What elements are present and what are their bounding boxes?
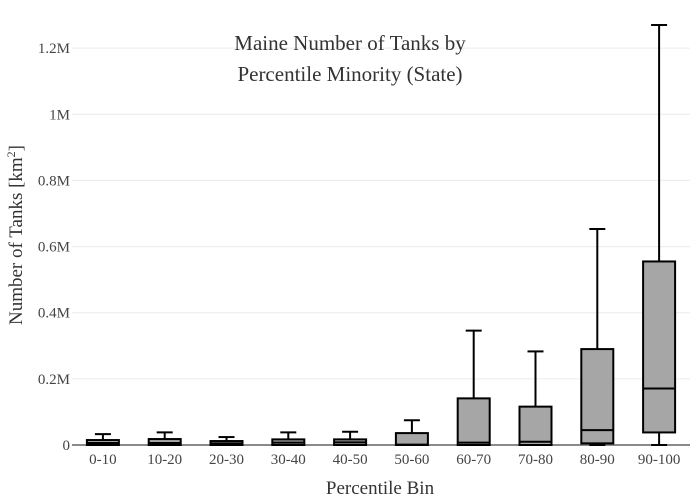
x-axis-title: Percentile Bin (326, 478, 435, 499)
x-tick-label: 20-30 (209, 452, 244, 468)
y-axis-title-main: Number of Tanks [km (6, 157, 27, 325)
y-tick-label: 1M (49, 107, 70, 123)
y-tick-label: 0.4M (38, 306, 70, 322)
box-90-100 (642, 24, 677, 446)
y-tick-label: 0 (63, 438, 71, 454)
x-tick-label: 70-80 (518, 452, 553, 468)
y-tick-label: 0.8M (38, 173, 70, 189)
box-20-30 (209, 436, 244, 446)
boxes (85, 24, 677, 447)
x-tick-label: 60-70 (456, 452, 491, 468)
box-60-70 (456, 329, 491, 447)
y-axis-title-close: ] (6, 145, 27, 151)
box-80-90 (580, 228, 615, 446)
x-tick-labels: 0-10 10-20 20-30 30-40 40-50 50-60 60-70 70-80 8… (89, 452, 680, 468)
box-40-50 (333, 430, 368, 447)
y-tick-labels: 0 0.2M 0.4M 0.6M 0.8M 1M 1.2M (38, 41, 70, 454)
y-axis-title-superscript: 2 (4, 151, 18, 157)
interquartile-box (518, 405, 553, 446)
y-tick-label: 1.2M (38, 41, 70, 57)
x-tick-label: 10-20 (147, 452, 182, 468)
x-tick-label: 30-40 (271, 452, 306, 468)
interquartile-box (394, 432, 429, 446)
x-tick-label: 40-50 (333, 452, 368, 468)
interquartile-box (456, 397, 491, 447)
chart-title-line-1: Maine Number of Tanks by (234, 31, 466, 55)
chart-title-line-2: Percentile Minority (State) (237, 62, 462, 86)
x-tick-label: 0-10 (89, 452, 117, 468)
gridlines (72, 47, 690, 446)
interquartile-box (580, 348, 615, 445)
x-tick-label: 80-90 (580, 452, 615, 468)
box-10-20 (147, 431, 182, 446)
x-tick-label: 50-60 (394, 452, 429, 468)
box-0-10 (85, 433, 120, 446)
box-30-40 (271, 431, 306, 447)
box-70-80 (518, 350, 553, 446)
y-axis-title: Number of Tanks [km2] (4, 145, 27, 325)
x-tick-label: 90-100 (638, 452, 681, 468)
interquartile-box (642, 260, 677, 434)
y-tick-label: 0.2M (38, 372, 70, 388)
box-50-60 (394, 419, 429, 446)
y-tick-label: 0.6M (38, 240, 70, 256)
